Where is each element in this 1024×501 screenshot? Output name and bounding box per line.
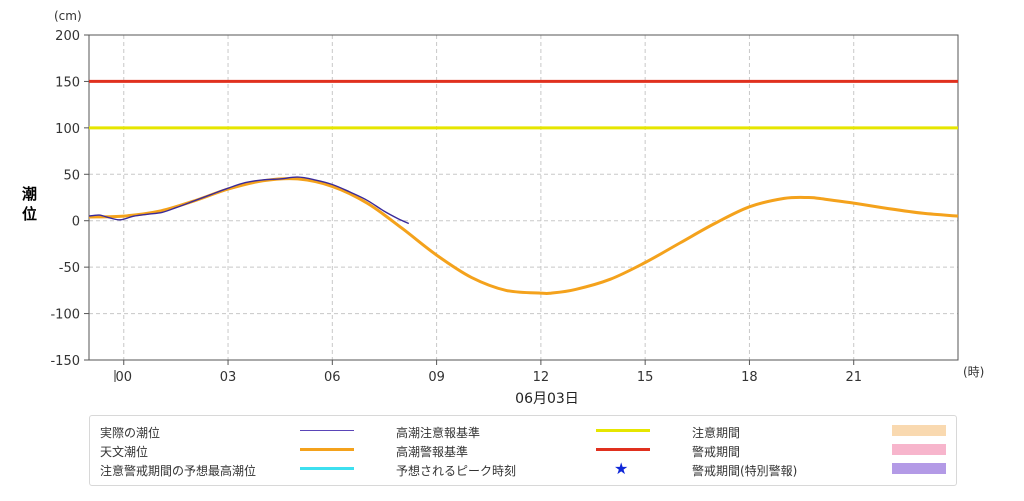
x-tick-label: 06	[324, 370, 341, 385]
tide-chart: 200 150 100 50 0 -50 -100 -150 00 03 06 09 12 15 18 21…	[50, 9, 984, 407]
x-tick-labels: 00 03 06 09 12 15 18 21	[115, 360, 862, 385]
legend-label: 天文潮位	[100, 445, 149, 459]
series-line	[88, 176, 410, 225]
x-tick-label: 09	[428, 370, 445, 385]
legend-swatch-warning	[596, 448, 650, 451]
date-label: 06月03日	[515, 391, 579, 407]
legend-swatch-actual	[300, 430, 354, 431]
legend-label: 警戒期間(特別警報)	[692, 464, 798, 478]
x-tick-label: 15	[637, 370, 654, 385]
y-tick-label: -150	[50, 354, 80, 369]
x-tick-label: 18	[741, 370, 758, 385]
y-axis-label-char-2: 位	[22, 205, 38, 223]
y-tick-label: -100	[50, 308, 80, 323]
y-tick-label: 200	[55, 29, 80, 44]
legend: 実際の潮位 天文潮位 注意警戒期間の予想最高潮位 高潮注意報基準 高潮警報基準 …	[89, 415, 957, 486]
threshold-lines	[89, 79, 958, 130]
x-unit-label: (時)	[963, 365, 984, 379]
legend-label: 高潮警報基準	[396, 445, 469, 459]
legend-swatch-caution-period	[892, 425, 946, 436]
legend-swatch-astro	[300, 448, 354, 451]
y-tick-labels: 200 150 100 50 0 -50 -100 -150	[50, 29, 89, 369]
y-tick-label: 50	[63, 168, 80, 183]
grid-lines	[89, 35, 958, 360]
series-lines	[88, 176, 959, 296]
legend-swatch-forecast-max	[300, 467, 354, 470]
legend-swatch-warning-period	[892, 444, 946, 455]
legend-label: 高潮注意報基準	[396, 426, 481, 440]
y-tick-label: -50	[59, 261, 80, 276]
y-unit-label: (cm)	[54, 9, 82, 23]
x-tick-label: 21	[845, 370, 862, 385]
legend-label: 実際の潮位	[100, 426, 161, 440]
x-tick-label: 00	[115, 370, 132, 385]
legend-swatch-advisory	[596, 429, 650, 432]
star-icon: ★	[614, 459, 629, 478]
legend-label: 警戒期間	[692, 445, 741, 459]
x-tick-label: 12	[533, 370, 550, 385]
y-axis-label-char-1: 潮	[22, 185, 38, 203]
series-line	[88, 177, 959, 296]
plot-border	[88, 34, 959, 361]
legend-label: 注意期間	[692, 426, 741, 440]
y-tick-label: 150	[55, 75, 80, 90]
legend-label: 予想されるピーク時刻	[396, 464, 517, 478]
y-tick-label: 100	[55, 122, 80, 137]
legend-swatch-special-warning-period	[892, 463, 946, 474]
y-tick-label: 0	[72, 215, 80, 230]
legend-label: 注意警戒期間の予想最高潮位	[100, 464, 257, 478]
x-tick-label: 03	[220, 370, 237, 385]
